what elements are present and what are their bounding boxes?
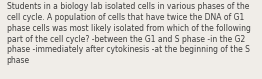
Text: Students in a biology lab isolated cells in various phases of the
cell cycle. A : Students in a biology lab isolated cells… xyxy=(7,2,250,65)
